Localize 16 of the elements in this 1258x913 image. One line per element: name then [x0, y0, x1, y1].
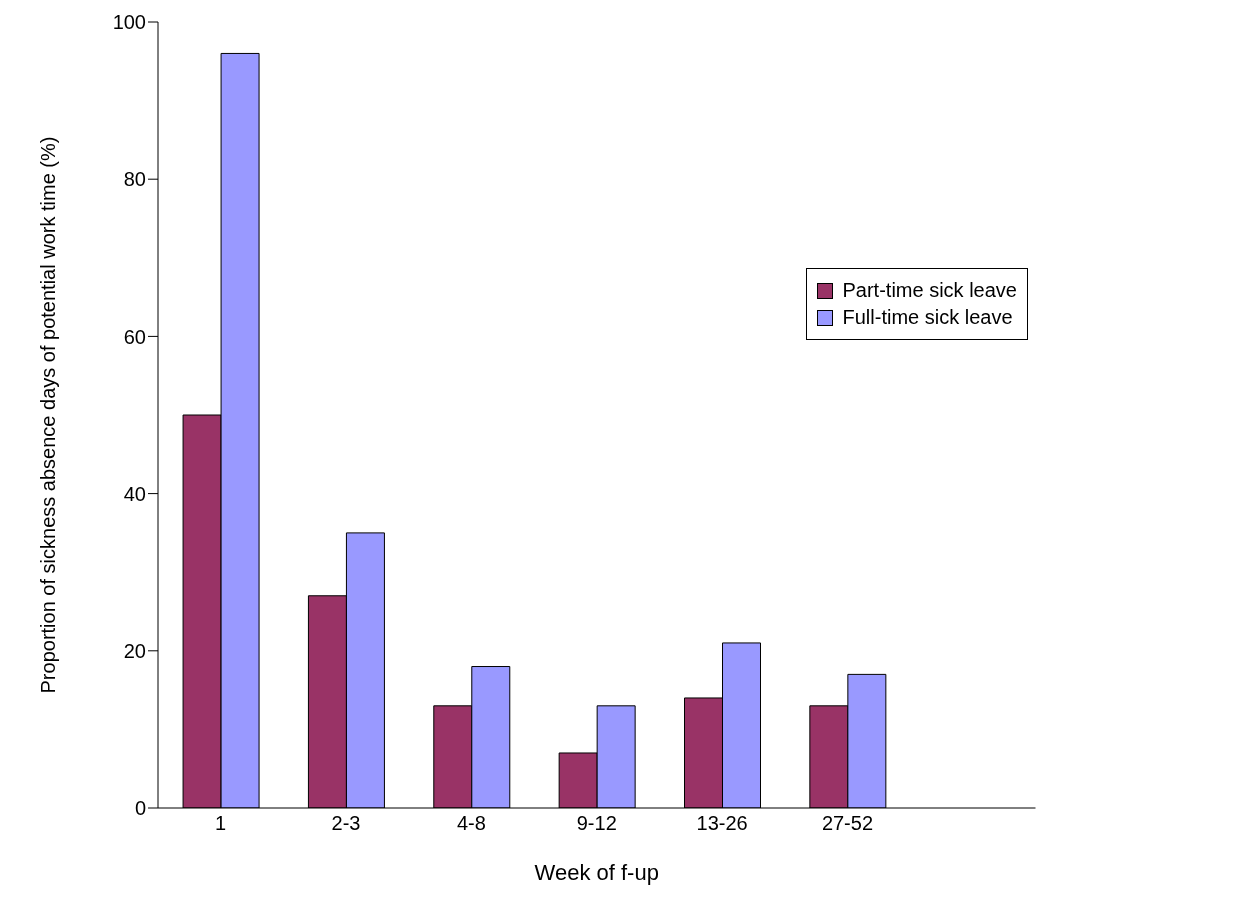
y-axis-title: Proportion of sickness absence days of potential work time (%): [37, 136, 60, 694]
y-tick-label: 100: [112, 11, 146, 34]
y-tick-label: 20: [123, 639, 146, 662]
x-tick-label: 2-3: [331, 812, 361, 835]
y-tick-label: 40: [123, 482, 146, 505]
y-tick-label: 80: [123, 168, 146, 191]
legend-label: Full-time sick leave: [842, 306, 1013, 329]
x-tick-label: 9-12: [576, 812, 617, 835]
y-tick-label: 60: [123, 325, 146, 348]
x-axis-title: Week of f-up: [534, 860, 659, 885]
legend-label: Part-time sick leave: [842, 279, 1017, 302]
x-tick-label: 4-8: [456, 812, 486, 835]
x-tick-label: 27-52: [821, 812, 874, 835]
y-tick-label: 0: [134, 797, 146, 820]
x-tick-label: 13-26: [696, 812, 748, 835]
x-tick-label: 1: [215, 812, 227, 835]
